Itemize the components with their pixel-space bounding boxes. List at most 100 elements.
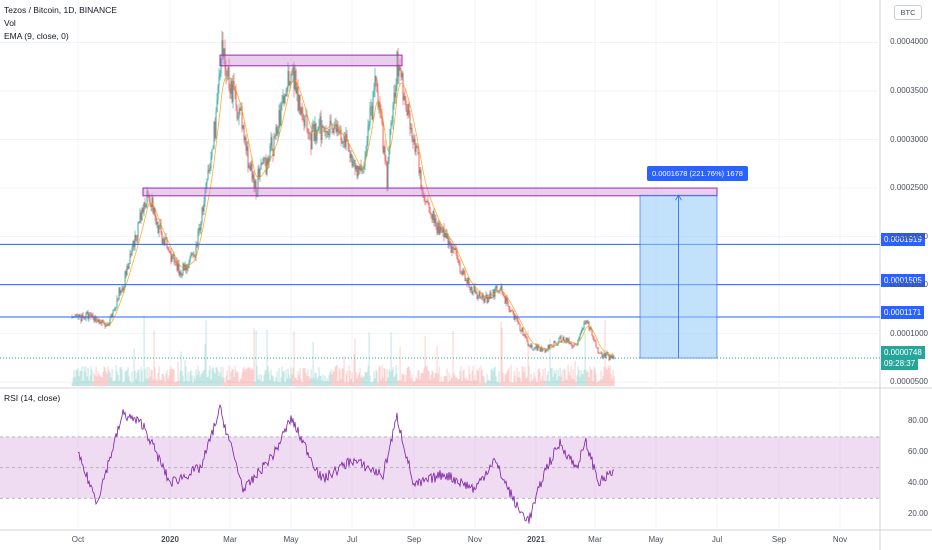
candle-body: [344, 135, 346, 148]
volume-bar: [417, 370, 419, 386]
candle-body: [427, 200, 429, 203]
volume-bar: [529, 382, 531, 386]
candle-body: [348, 143, 350, 152]
volume-bar: [103, 366, 105, 386]
candle-body: [270, 137, 272, 146]
volume-bar: [254, 381, 256, 386]
candle-body: [306, 115, 308, 130]
candle-body: [322, 126, 324, 128]
volume-bar: [284, 382, 286, 386]
volume-bar: [112, 381, 114, 386]
ema-line: [72, 75, 615, 357]
candle-body: [356, 165, 358, 177]
rsi-tick-label: 20.00: [907, 508, 928, 518]
candle-body: [286, 87, 288, 97]
candle-body: [94, 317, 96, 321]
candle-body: [471, 286, 473, 295]
volume-bar: [431, 369, 433, 386]
candle-body: [328, 133, 330, 136]
candle-body: [164, 237, 166, 246]
volume-bar: [613, 376, 615, 386]
volume-bar: [257, 379, 259, 386]
candle-body: [564, 341, 566, 343]
volume-bar: [276, 371, 278, 386]
volume-bar: [133, 348, 135, 386]
volume-bar: [378, 366, 380, 386]
volume-bar: [200, 374, 202, 386]
candle-body: [163, 238, 165, 246]
volume-bar: [184, 360, 186, 386]
volume-bar: [270, 369, 272, 386]
candle-body: [190, 253, 192, 257]
candle-body: [150, 204, 152, 208]
volume-bar: [206, 376, 208, 386]
volume-bar: [475, 380, 477, 386]
volume-bar: [101, 377, 103, 386]
volume-bar: [528, 365, 530, 386]
volume-bar: [548, 381, 550, 386]
volume-bar: [233, 377, 235, 386]
candle-body: [613, 356, 615, 359]
candle-body: [425, 201, 427, 203]
candle-body: [305, 115, 307, 116]
volume-bar: [251, 367, 253, 386]
volume-bar: [88, 380, 90, 386]
volume-bar: [217, 370, 219, 386]
candle-body: [298, 94, 300, 111]
volume-bar: [432, 371, 434, 386]
volume-bar: [403, 375, 405, 386]
volume-bar: [388, 369, 390, 386]
volume-bar: [182, 375, 184, 386]
volume-bar: [152, 379, 154, 386]
candle-body: [393, 92, 395, 106]
candle-body: [80, 315, 82, 322]
candle-body: [290, 74, 292, 82]
candle-body: [548, 345, 550, 349]
volume-bar: [139, 382, 141, 386]
candle-body: [443, 227, 445, 238]
currency-badge[interactable]: BTC: [894, 5, 922, 20]
volume-bar: [258, 374, 260, 386]
volume-bar: [580, 369, 582, 386]
volume-bar: [590, 369, 592, 386]
candle-body: [104, 324, 106, 327]
candle-body: [146, 191, 148, 205]
volume-bar: [434, 372, 436, 386]
candle-body: [325, 131, 327, 133]
candle-body: [123, 286, 125, 291]
volume-bar: [211, 368, 213, 386]
candle-body: [365, 151, 367, 157]
candle-body: [363, 166, 365, 169]
candle-body: [536, 344, 538, 351]
candle-body: [231, 80, 233, 103]
candle-body: [424, 197, 426, 202]
candle-body: [566, 337, 568, 343]
volume-bar: [483, 376, 485, 386]
volume-bar: [144, 369, 146, 386]
candle-body: [194, 255, 196, 258]
candle-body: [395, 85, 397, 98]
candle-body: [209, 167, 211, 172]
candle-body: [528, 345, 530, 347]
volume-bar: [329, 372, 331, 386]
candle-body: [274, 135, 276, 137]
rsi-tick-label: 80.00: [907, 416, 928, 426]
volume-bar: [342, 368, 344, 386]
candle-body: [469, 287, 471, 291]
candle-body: [500, 285, 502, 290]
candle-body: [487, 297, 489, 303]
volume-bar: [300, 378, 302, 386]
volume-bar: [155, 379, 157, 386]
candle-body: [449, 241, 451, 245]
candle-body: [478, 292, 480, 297]
candle-body: [435, 218, 437, 227]
candle-body: [368, 124, 370, 127]
candle-body: [192, 254, 194, 255]
volume-bar: [474, 374, 476, 386]
candle-body: [468, 278, 470, 288]
candle-body: [372, 91, 374, 120]
volume-bar: [263, 374, 265, 386]
volume-bar: [525, 378, 527, 386]
volume-bar: [377, 382, 379, 386]
